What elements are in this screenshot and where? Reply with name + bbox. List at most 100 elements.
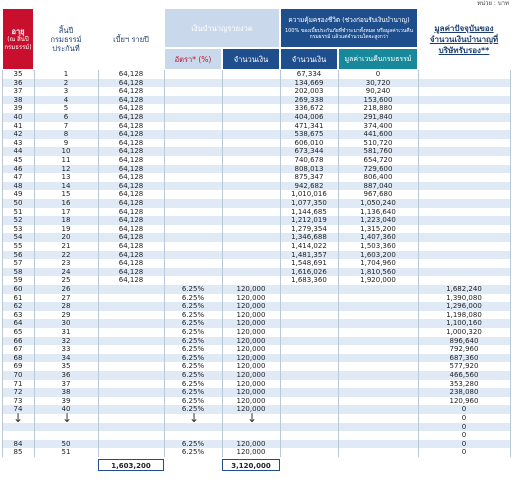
annuity-rate: 6.25%: [181, 371, 205, 379]
coverage-amount: 606,010: [294, 138, 324, 147]
premium: 64,128: [118, 216, 144, 225]
policy-year: 31: [61, 328, 71, 336]
age: 85: [13, 448, 23, 457]
age: 65: [13, 328, 23, 336]
age: 41: [13, 121, 23, 130]
policy-year: 2: [63, 78, 69, 87]
present-value: 0: [461, 439, 467, 448]
policy-year: 39: [61, 396, 71, 405]
surrender-value: 374,400: [363, 121, 393, 130]
coverage-amount: 538,675: [294, 130, 324, 139]
premium: 64,128: [118, 233, 144, 242]
pv-header: มูลค่าปัจจุบันของจำนวนเงินบำนาญที่บริษัท…: [418, 8, 510, 70]
column-line: [418, 70, 419, 457]
rate-header: อัตรา* (%): [164, 48, 222, 70]
premium: 64,128: [118, 250, 144, 259]
policy-year: 4: [63, 95, 69, 104]
age-title: อายุ: [11, 26, 25, 36]
premium: 64,128: [118, 70, 144, 78]
annuity-rate: 6.25%: [181, 379, 205, 388]
policy-year: 50: [61, 439, 71, 448]
surrender-value: 1,704,960: [360, 259, 396, 268]
row-stripe: [2, 405, 510, 414]
annuity-amount: 120,000: [236, 388, 266, 397]
policy-year: 29: [61, 310, 71, 319]
annuity-amount: 120,000: [236, 439, 266, 448]
row-stripe: [2, 164, 510, 174]
annuity-rate: 6.25%: [181, 302, 205, 311]
coverage-amount: 1,548,691: [291, 259, 327, 268]
annuity-rate: 6.25%: [181, 439, 205, 448]
present-value: 1,390,080: [446, 293, 482, 302]
premium: 64,128: [118, 190, 144, 199]
age: 36: [13, 78, 23, 87]
coverage-amount: 1,279,354: [291, 224, 327, 233]
surrender-header: มูลค่าเวนคืนกรมธรรม์: [338, 48, 418, 70]
coverage-amount: 740,678: [294, 156, 324, 164]
surrender-value: 1,603,200: [360, 250, 396, 259]
row-stripe: [2, 302, 510, 311]
row-stripe: [2, 319, 510, 328]
surrender-value: 441,600: [363, 130, 393, 139]
surrender-value: 967,680: [363, 190, 393, 199]
premium: 64,128: [118, 199, 144, 207]
coverage-amount: 673,344: [294, 147, 324, 156]
row-stripe: [2, 78, 510, 88]
coverage-title: ความคุ้มครองชีวิต (ช่วงก่อนรับเงินบำนาญ): [288, 15, 410, 24]
row-stripe: [2, 439, 510, 449]
surrender-value: 1,920,000: [360, 276, 396, 285]
surrender-value: 1,407,360: [360, 233, 396, 242]
policy-year: 8: [63, 130, 69, 139]
age: 71: [13, 379, 23, 388]
present-value: 1,000,320: [446, 328, 482, 336]
year-header: สิ้นปี กรมธรรม์ ประกันที่: [34, 8, 98, 70]
premium: 64,128: [118, 276, 144, 285]
present-value: 896,640: [449, 336, 479, 345]
annuity-rate: 6.25%: [181, 328, 205, 336]
coverage-amount: 1,481,357: [291, 250, 327, 259]
age: 40: [13, 113, 23, 121]
premium: 64,128: [118, 267, 144, 276]
annuity-amount: 120,000: [236, 310, 266, 319]
annuity-rate: 6.25%: [181, 353, 205, 362]
age: 50: [13, 199, 23, 207]
surrender-value: 291,840: [363, 113, 393, 121]
column-line: [34, 70, 35, 457]
age: 43: [13, 138, 23, 147]
age: 67: [13, 345, 23, 354]
age: 51: [13, 207, 23, 216]
surrender-value: 1,315,200: [360, 224, 396, 233]
coverage-amount: 808,013: [294, 164, 324, 173]
annuity-rate: 6.25%: [181, 388, 205, 397]
coverage-amount: 1,683,360: [291, 276, 327, 285]
policy-year: 34: [61, 353, 71, 362]
present-value: 577,920: [449, 362, 479, 371]
premium: 64,128: [118, 87, 144, 96]
surrender-value: 887,040: [363, 181, 393, 190]
age: 37: [13, 87, 23, 96]
policy-year: 5: [63, 104, 69, 113]
surrender-value: 1,050,240: [360, 199, 396, 207]
policy-year: 23: [61, 259, 71, 268]
present-value: 0: [461, 405, 467, 414]
surrender-value: 30,720: [365, 78, 391, 87]
policy-year: 21: [61, 242, 71, 250]
coverage-amount: 336,672: [294, 104, 324, 113]
annuity-amount: 120,000: [236, 285, 266, 293]
annuity-amount: 120,000: [236, 379, 266, 388]
age: 42: [13, 130, 23, 139]
surrender-value: 218,880: [363, 104, 393, 113]
age: 64: [13, 319, 23, 328]
age: 35: [13, 70, 23, 78]
premium: 64,128: [118, 113, 144, 121]
policy-year: 20: [61, 233, 71, 242]
policy-year: 3: [63, 87, 69, 96]
age: 54: [13, 233, 23, 242]
row-stripe: [2, 422, 510, 432]
present-value: 1,198,080: [446, 310, 482, 319]
annuity-amount: 120,000: [236, 448, 266, 457]
surrender-value: 90,240: [365, 87, 391, 96]
policy-year: 18: [61, 216, 71, 225]
annuity-rate: 6.25%: [181, 396, 205, 405]
